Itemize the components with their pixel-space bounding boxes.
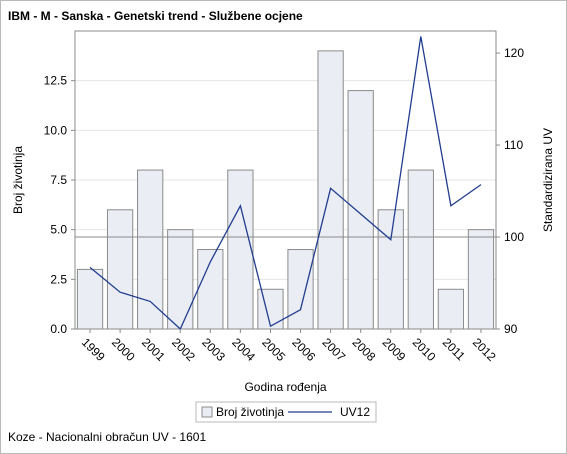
bar	[137, 169, 164, 330]
y-tick-label: 7.5	[50, 173, 67, 187]
bar	[287, 249, 314, 330]
y2-tick-label: 90	[504, 322, 518, 336]
x-tick-label: 2004	[229, 335, 258, 364]
legend-label-bar: Broj životinja	[216, 405, 284, 419]
y-tick-label: 12.5	[44, 74, 68, 88]
y-tick-label: 0.0	[50, 322, 67, 336]
chart-title: IBM - M - Sanska - Genetski trend - Služ…	[8, 9, 303, 23]
x-tick-label: 2003	[199, 335, 228, 364]
bar	[347, 90, 374, 330]
x-tick-label: 2002	[169, 335, 198, 364]
y-tick-label: 10.0	[44, 123, 68, 137]
x-tick-label: 2011	[440, 335, 468, 363]
bar	[377, 209, 404, 330]
x-tick-label: 2012	[470, 335, 499, 364]
x-tick-label: 2008	[350, 335, 379, 364]
bar	[467, 229, 495, 330]
x-tick-label: 2010	[410, 335, 439, 364]
legend-swatch-bar	[201, 406, 213, 418]
bar	[407, 169, 434, 330]
y-tick-label: 2.5	[50, 272, 67, 286]
y2-tick-label: 110	[504, 138, 523, 152]
series-line-uv12	[89, 36, 482, 331]
x-tick-label: 2009	[380, 335, 409, 364]
bar	[257, 288, 284, 330]
y2-tick-label: 120	[504, 46, 524, 60]
bar	[437, 288, 465, 330]
x-tick-label: 2007	[319, 335, 348, 364]
chart-footnote: Koze - Nacionalni obračun UV - 1601	[8, 430, 207, 444]
bar	[76, 268, 104, 330]
bar	[167, 229, 194, 330]
bar	[106, 209, 134, 330]
y-tick-label: 5.0	[50, 223, 67, 237]
x-tick-label: 1999	[79, 335, 108, 364]
y-axis-title: Broj životinja	[11, 146, 25, 214]
y2-axis-title: Standardizirana UV	[541, 128, 555, 232]
x-tick-label: 2006	[289, 335, 318, 364]
x-tick-label: 2001	[139, 335, 168, 364]
x-tick-label: 2005	[259, 335, 288, 364]
x-tick-label: 2000	[109, 335, 138, 364]
legend-label-line: UV12	[340, 405, 370, 419]
bar	[227, 169, 254, 330]
legend-box	[195, 401, 377, 423]
y2-tick-label: 100	[504, 230, 524, 244]
x-axis-title: Godina rođenja	[244, 380, 326, 394]
